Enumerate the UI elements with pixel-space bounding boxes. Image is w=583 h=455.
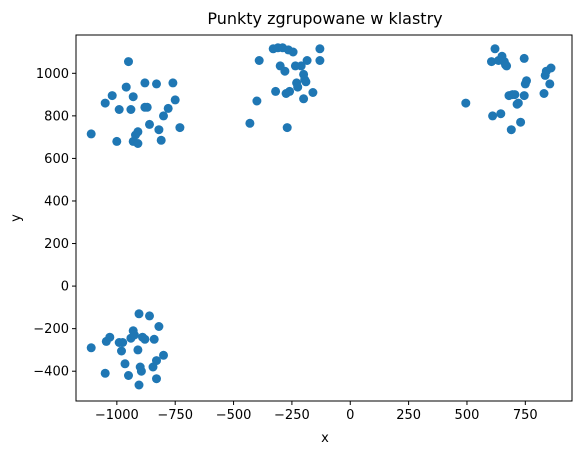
data-point [461, 98, 471, 108]
data-point [107, 91, 117, 101]
data-point [133, 345, 143, 355]
data-point [502, 61, 512, 71]
y-tick-label: 0 [61, 280, 69, 295]
x-tick-label: 750 [513, 408, 538, 423]
y-tick-label: −200 [33, 322, 69, 337]
data-point [170, 95, 180, 105]
y-ticks: −400 −200 0 200 400 600 800 1000 [33, 67, 76, 380]
data-point [271, 86, 281, 96]
data-point [154, 322, 164, 331]
points-group [86, 43, 556, 390]
data-point [175, 123, 185, 133]
data-point [114, 105, 124, 114]
data-point [539, 89, 549, 98]
data-point [126, 105, 136, 114]
data-point [156, 135, 166, 145]
data-point [121, 82, 131, 92]
data-point [513, 98, 523, 108]
y-tick-label: 200 [44, 237, 69, 252]
data-point [496, 109, 506, 119]
chart-title: Punkty zgrupowane w klastry [207, 9, 442, 28]
x-tick-label: −250 [274, 408, 310, 423]
x-axis-title: x [321, 431, 329, 446]
data-point [100, 98, 110, 108]
x-tick-label: −1000 [95, 408, 139, 423]
data-point [254, 56, 264, 65]
data-point [140, 334, 150, 344]
data-point [168, 78, 178, 88]
data-point [117, 346, 126, 356]
data-point [252, 96, 262, 106]
y-tick-label: 400 [44, 194, 69, 209]
data-point [487, 57, 496, 67]
y-tick-label: 600 [44, 152, 69, 167]
data-point [163, 103, 173, 113]
data-point [149, 334, 159, 344]
data-point [293, 82, 303, 92]
data-point [136, 366, 146, 376]
data-point [288, 47, 298, 57]
data-point [128, 92, 138, 102]
data-point [280, 66, 290, 76]
x-tick-label: −500 [216, 408, 252, 423]
data-point [519, 53, 529, 63]
data-point [546, 63, 556, 73]
data-point [152, 356, 161, 366]
x-tick-label: −750 [157, 408, 193, 423]
data-point [100, 368, 110, 378]
data-point [516, 117, 526, 127]
data-point [105, 332, 115, 342]
data-point [159, 111, 168, 121]
data-point [120, 359, 130, 369]
data-point [490, 44, 500, 54]
data-point [124, 371, 133, 380]
data-point [302, 56, 312, 65]
data-point [245, 118, 255, 128]
y-tick-label: −400 [33, 365, 69, 380]
data-point [86, 129, 96, 139]
data-point [315, 44, 325, 54]
data-point [152, 79, 161, 89]
y-tick-label: 800 [44, 109, 69, 124]
data-point [315, 56, 325, 65]
data-point [145, 119, 154, 129]
data-point [301, 77, 311, 87]
data-point [159, 350, 168, 360]
data-point [285, 86, 295, 96]
data-point [282, 123, 292, 133]
data-point [118, 338, 128, 347]
data-point [545, 79, 555, 89]
data-point [488, 111, 498, 121]
data-point [522, 76, 531, 86]
data-point [134, 309, 144, 319]
data-point [133, 139, 143, 148]
data-point [145, 311, 154, 321]
data-point [142, 102, 152, 112]
data-point [134, 380, 144, 390]
data-point [519, 91, 529, 101]
data-point [112, 136, 122, 146]
x-tick-label: 250 [396, 408, 421, 423]
data-point [152, 374, 161, 384]
x-ticks: −1000 −750 −500 −250 0 250 500 750 [95, 401, 538, 423]
x-tick-label: 0 [346, 408, 354, 423]
data-point [308, 88, 318, 97]
data-point [86, 343, 96, 353]
data-point [140, 78, 150, 88]
y-tick-label: 1000 [36, 67, 69, 82]
data-point [154, 125, 164, 135]
data-point [299, 94, 309, 104]
data-point [124, 57, 133, 67]
x-tick-label: 500 [455, 408, 480, 423]
data-point [133, 127, 143, 137]
data-point [129, 330, 139, 340]
data-point [510, 90, 520, 100]
plot-frame [75, 34, 573, 402]
data-point [296, 61, 306, 71]
y-axis-title: y [9, 214, 24, 222]
data-point [506, 125, 516, 135]
